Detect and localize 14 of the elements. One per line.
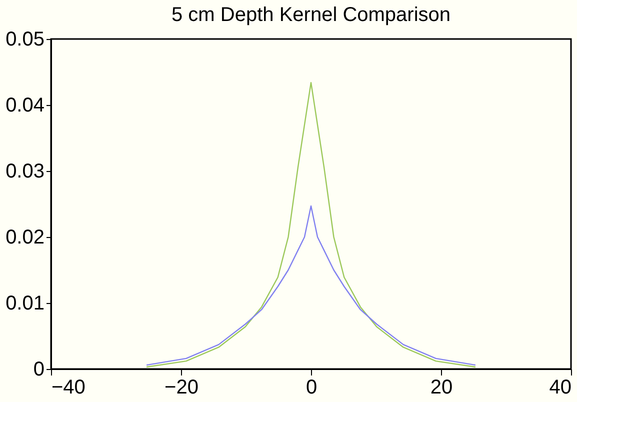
line-series xyxy=(146,205,476,366)
x-tick-label: 40 xyxy=(549,376,572,398)
y-tick-label: 0.02 xyxy=(6,226,44,248)
x-tick-label: 20 xyxy=(430,376,453,398)
y-tick-label: 0.01 xyxy=(6,292,44,314)
y-tick-label: 0.04 xyxy=(6,94,44,116)
x-tick-label: −20 xyxy=(164,376,198,398)
y-tick-label: 0.05 xyxy=(6,28,44,50)
x-tick-label: 0 xyxy=(306,376,318,398)
y-tick-label: 0.03 xyxy=(6,160,44,182)
chart-title: 5 cm Depth Kernel Comparison xyxy=(171,4,451,26)
x-tick-label: −40 xyxy=(52,376,86,398)
y-tick-label: 0 xyxy=(33,358,44,380)
line-series xyxy=(146,82,476,368)
